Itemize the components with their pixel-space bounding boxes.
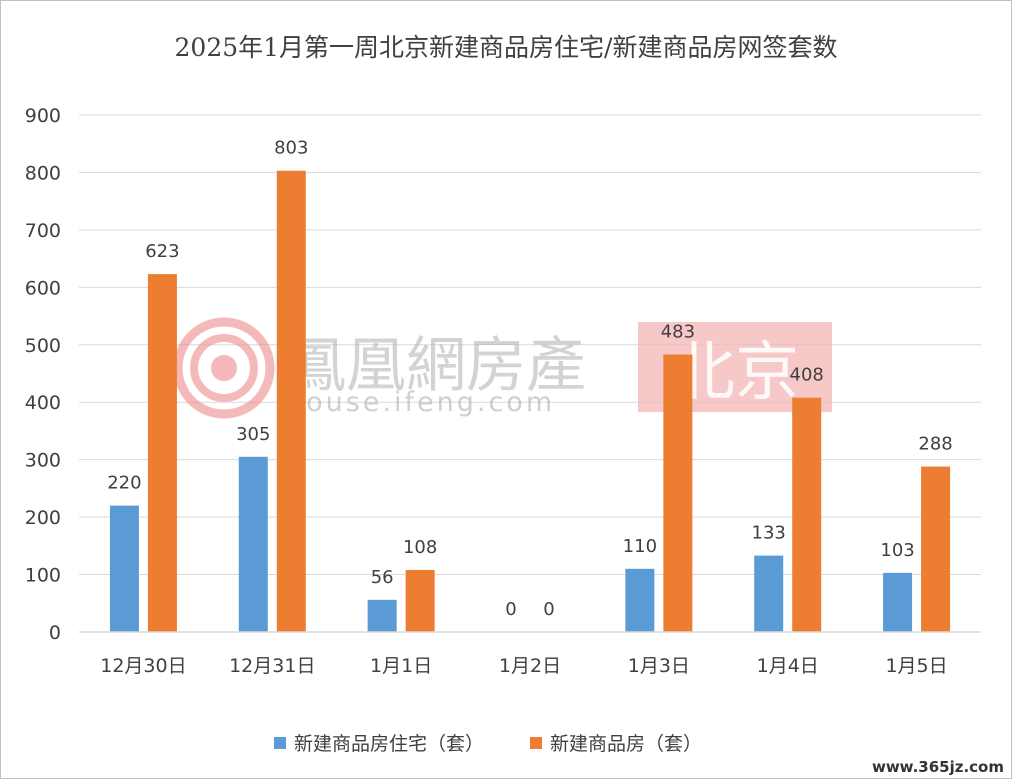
- bar: [921, 466, 951, 632]
- data-label: 483: [661, 322, 695, 343]
- x-category-label: 12月30日: [100, 655, 186, 677]
- bar: [792, 397, 822, 632]
- x-category-label: 1月3日: [628, 655, 690, 677]
- bar: [109, 505, 139, 632]
- bars: [109, 170, 951, 632]
- y-tick-label: 200: [25, 507, 61, 529]
- phoenix-logo-icon: [173, 317, 275, 419]
- data-label: 56: [371, 567, 394, 588]
- y-axis-ticks: 0 100 200 300 400 500 600 700 800 900: [25, 105, 61, 644]
- watermark-brand: 鳳凰網房產: [286, 331, 586, 401]
- data-label: 305: [236, 424, 270, 445]
- bar: [625, 568, 655, 632]
- y-tick-label: 700: [25, 220, 61, 242]
- y-tick-label: 400: [25, 392, 61, 414]
- data-label: 108: [403, 537, 437, 558]
- corner-watermark: www.365jz.com: [872, 758, 1004, 776]
- x-category-label: 1月1日: [370, 655, 432, 677]
- legend-label: 新建商品房住宅（套）: [294, 733, 484, 755]
- bar: [367, 599, 397, 632]
- bar: [238, 456, 268, 632]
- x-category-label: 1月4日: [757, 655, 819, 677]
- bar: [883, 572, 913, 632]
- bar: [276, 170, 306, 632]
- y-tick-label: 900: [25, 105, 61, 127]
- bar: [754, 555, 784, 632]
- data-labels: 220 623 305 803 56 108 0 0 110 483 133 408 103 288: [107, 138, 953, 620]
- x-category-label: 12月31日: [229, 655, 315, 677]
- watermark-url: house.ifeng.com: [286, 387, 555, 418]
- y-tick-label: 800: [25, 162, 61, 184]
- data-label: 220: [107, 473, 141, 494]
- data-label: 103: [880, 540, 914, 561]
- gridlines: [79, 114, 981, 576]
- data-label: 110: [623, 536, 657, 557]
- x-axis-categories: 12月30日 12月31日 1月1日 1月2日 1月3日 1月4日 1月5日: [100, 655, 947, 677]
- data-label: 133: [752, 523, 786, 544]
- data-label: 408: [790, 365, 824, 386]
- y-tick-label: 100: [25, 565, 61, 587]
- data-label: 803: [274, 138, 308, 159]
- legend-label: 新建商品房（套）: [550, 733, 702, 755]
- data-label: 0: [543, 599, 554, 620]
- bar: [663, 354, 693, 632]
- data-label: 0: [505, 599, 516, 620]
- x-category-label: 1月5日: [885, 655, 947, 677]
- data-label: 623: [145, 241, 179, 262]
- bar: [405, 569, 435, 632]
- bar: [147, 274, 177, 632]
- y-tick-label: 300: [25, 450, 61, 472]
- x-category-label: 1月2日: [499, 655, 561, 677]
- legend: 新建商品房住宅（套） 新建商品房（套）: [274, 733, 702, 755]
- chart-title: 2025年1月第一周北京新建商品房住宅/新建商品房网签套数: [175, 33, 838, 62]
- legend-swatch: [274, 737, 286, 749]
- watermark: 鳳凰網房產 house.ifeng.com 北京: [173, 317, 832, 419]
- y-tick-label: 500: [25, 335, 61, 357]
- legend-swatch: [530, 737, 542, 749]
- y-tick-label: 600: [25, 277, 61, 299]
- y-tick-label: 0: [49, 622, 61, 644]
- data-label: 288: [918, 434, 952, 455]
